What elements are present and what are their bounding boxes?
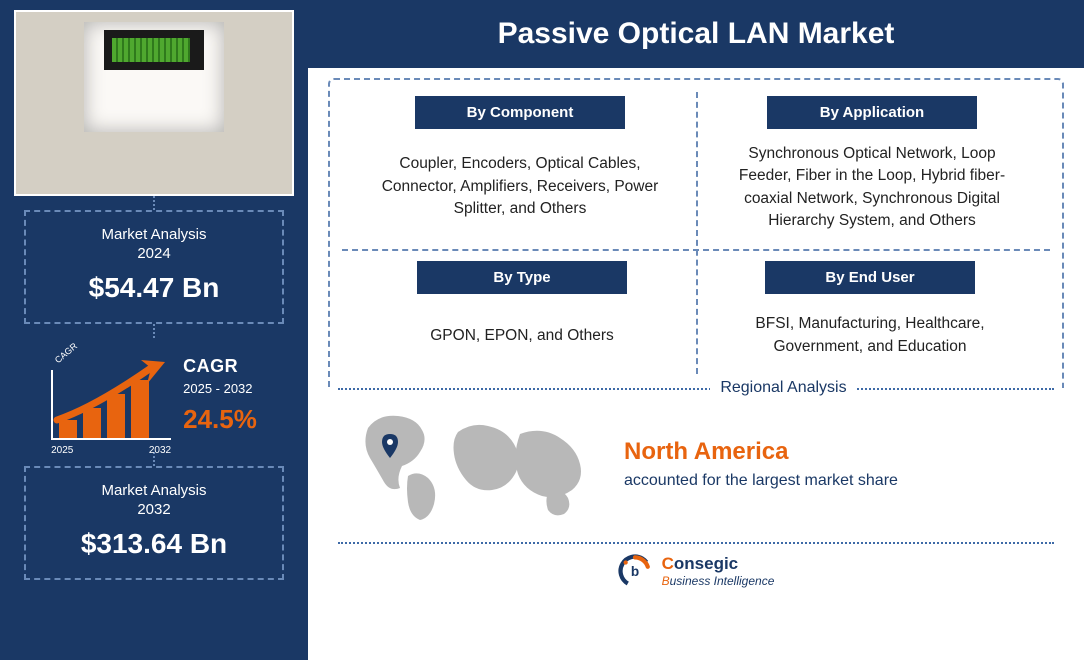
seg-body: Synchronous Optical Network, Loop Feeder… — [714, 143, 1030, 233]
cagr-year-start: 2025 — [51, 445, 73, 456]
cagr-year-end: 2032 — [149, 445, 171, 456]
brand-logo-icon: b — [618, 554, 652, 588]
world-map-icon — [350, 406, 600, 524]
seg-enduser: By End User BFSI, Manufacturing, Healthc… — [714, 261, 1026, 364]
cagr-period: 2025 - 2032 — [183, 381, 257, 396]
brand-tag-initial: B — [662, 574, 670, 588]
segmentation-grid: By Component Coupler, Encoders, Optical … — [308, 68, 1084, 388]
growth-arrow-icon — [55, 362, 161, 422]
main-panel: Passive Optical LAN Market By Component … — [308, 0, 1084, 660]
connector-line — [153, 196, 155, 210]
hero-image-device — [84, 22, 224, 132]
page-title: Passive Optical LAN Market — [498, 17, 895, 51]
connector-line — [153, 324, 155, 338]
market-2032-value: $313.64 Bn — [36, 528, 272, 560]
seg-head: By Type — [417, 261, 627, 294]
seg-body: Coupler, Encoders, Optical Cables, Conne… — [362, 143, 678, 231]
market-2024-label: Market Analysis — [36, 226, 272, 243]
market-2032-label: Market Analysis — [36, 482, 272, 499]
seg-component: By Component Coupler, Encoders, Optical … — [362, 96, 678, 233]
cagr-block: CAGR 2025 2032 CAGR 2025 - 2032 24.5% — [51, 338, 257, 452]
brand-initial: C — [662, 554, 674, 573]
seg-type: By Type GPON, EPON, and Others — [366, 261, 678, 364]
brand-tag-part2: Intelligence — [714, 574, 775, 588]
regional-analysis: Regional Analysis North America accounte… — [338, 388, 1054, 544]
seg-head: By End User — [765, 261, 975, 294]
region-name: North America — [624, 438, 1042, 466]
hero-image — [14, 10, 294, 196]
infographic-root: Market Analysis 2024 $54.47 Bn CAGR 2025… — [0, 0, 1084, 660]
seg-body: BFSI, Manufacturing, Healthcare, Governm… — [714, 308, 1026, 364]
market-2024-box: Market Analysis 2024 $54.47 Bn — [24, 210, 284, 324]
market-2024-value: $54.47 Bn — [36, 272, 272, 304]
cagr-chart-icon: CAGR 2025 2032 — [51, 350, 171, 440]
sidebar: Market Analysis 2024 $54.47 Bn CAGR 2025… — [0, 0, 308, 660]
regional-text: North America accounted for the largest … — [624, 438, 1042, 492]
cagr-title: CAGR — [183, 356, 257, 377]
title-bar: Passive Optical LAN Market — [308, 0, 1084, 68]
brand-tag-part1: usiness — [670, 574, 714, 588]
seg-row-1: By Component Coupler, Encoders, Optical … — [338, 86, 1054, 249]
brand-rest: onsegic — [674, 554, 738, 573]
market-2032-year: 2032 — [36, 501, 272, 518]
market-2024-year: 2024 — [36, 245, 272, 262]
svg-text:b: b — [630, 564, 638, 579]
cagr-value: 24.5% — [183, 404, 257, 435]
region-desc: accounted for the largest market share — [624, 470, 1042, 492]
chart-bar — [59, 420, 77, 438]
cagr-text: CAGR 2025 - 2032 24.5% — [183, 356, 257, 435]
market-2032-box: Market Analysis 2032 $313.64 Bn — [24, 466, 284, 580]
regional-label: Regional Analysis — [710, 379, 856, 397]
brand-tagline: Business Intelligence — [662, 574, 775, 588]
brand-name: Consegic — [662, 554, 775, 574]
seg-body: GPON, EPON, and Others — [366, 308, 678, 364]
seg-head: By Component — [415, 96, 625, 129]
brand-footer: b Consegic Business Intelligence — [308, 544, 1084, 600]
seg-application: By Application Synchronous Optical Netwo… — [714, 96, 1030, 233]
brand-text: Consegic Business Intelligence — [662, 554, 775, 588]
seg-row-2: By Type GPON, EPON, and Others By End Us… — [342, 249, 1050, 380]
seg-head: By Application — [767, 96, 977, 129]
